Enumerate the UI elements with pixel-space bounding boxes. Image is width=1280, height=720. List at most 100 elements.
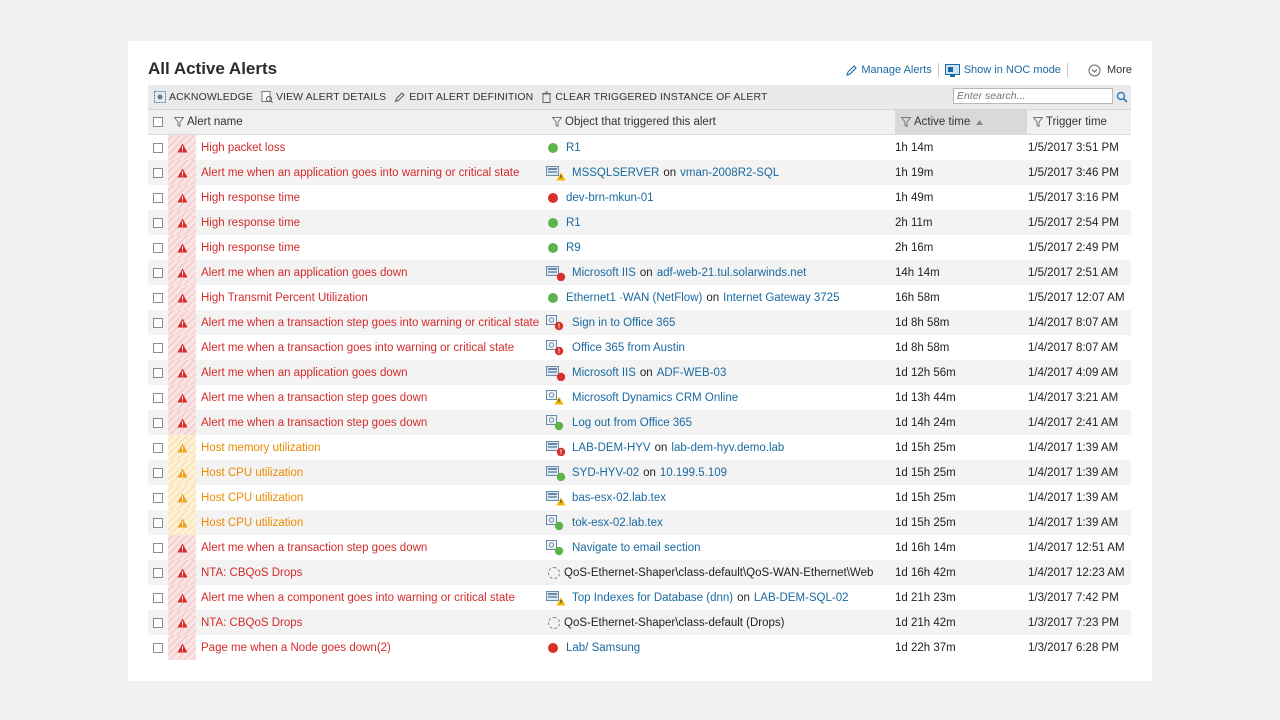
table-row[interactable]: High response time dev-brn-mkun-01 1h 49m 1…	[148, 185, 1131, 210]
row-checkbox[interactable]	[153, 517, 163, 528]
triggering-object-link[interactable]: R1	[566, 216, 581, 229]
row-checkbox[interactable]	[153, 192, 163, 203]
table-row[interactable]: Alert me when a transaction step goes in…	[148, 310, 1131, 335]
alert-name-link[interactable]: High response time	[201, 216, 301, 229]
manage-alerts-link[interactable]: Manage Alerts	[845, 64, 932, 77]
row-checkbox[interactable]	[153, 142, 163, 153]
table-row[interactable]: Host CPU utilization bas-esx-02.lab.tex 1d…	[148, 485, 1131, 510]
table-row[interactable]: Alert me when an application goes into w…	[148, 160, 1131, 185]
parent-node-link[interactable]: Internet Gateway 3725	[723, 291, 840, 304]
row-checkbox[interactable]	[153, 367, 163, 378]
row-checkbox[interactable]	[153, 417, 163, 428]
triggering-object-link[interactable]: Navigate to email section	[572, 541, 701, 554]
triggering-object-link[interactable]: SYD-HYV-02	[572, 466, 640, 479]
triggering-object-link[interactable]: Office 365 from Austin	[572, 341, 685, 354]
triggering-object-link[interactable]: R9	[566, 241, 581, 254]
row-checkbox[interactable]	[153, 392, 163, 403]
row-checkbox[interactable]	[153, 492, 163, 503]
alert-name-link[interactable]: Alert me when a transaction step goes do…	[201, 416, 428, 429]
triggering-object-link[interactable]: MSSQLSERVER	[572, 166, 660, 179]
table-row[interactable]: NTA: CBQoS Drops QoS-Ethernet-Shaper\clas…	[148, 610, 1131, 635]
alert-name-link[interactable]: Host CPU utilization	[201, 516, 304, 529]
row-checkbox[interactable]	[153, 542, 163, 553]
show-noc-link[interactable]: Show in NOC mode	[944, 63, 1061, 77]
triggering-object-link[interactable]: Ethernet1 ·WAN (NetFlow)	[566, 291, 703, 304]
alert-name-link[interactable]: High response time	[201, 241, 301, 254]
table-row[interactable]: Host CPU utilization tok-esx-02.lab.tex 1d…	[148, 510, 1131, 535]
alert-name-link[interactable]: Alert me when a transaction step goes do…	[201, 391, 428, 404]
row-checkbox[interactable]	[153, 342, 163, 353]
triggering-object-link[interactable]: Microsoft IIS	[572, 266, 636, 279]
table-row[interactable]: Alert me when an application goes down Mi…	[148, 260, 1131, 285]
row-checkbox[interactable]	[153, 642, 163, 653]
search-input[interactable]	[953, 88, 1113, 104]
triggering-object-link[interactable]: R1	[566, 141, 581, 154]
alert-name-link[interactable]: Alert me when a transaction goes into wa…	[201, 341, 515, 354]
alert-name-link[interactable]: Host CPU utilization	[201, 491, 304, 504]
parent-node-link[interactable]: adf-web-21.tul.solarwinds.net	[656, 266, 807, 279]
alert-name-link[interactable]: Alert me when a transaction step goes in…	[201, 316, 540, 329]
triggering-object-link[interactable]: Sign in to Office 365	[572, 316, 676, 329]
alert-name-link[interactable]: High Transmit Percent Utilization	[201, 291, 368, 304]
table-row[interactable]: High response time R9 2h 16m 1/5/2017 2:49 …	[148, 235, 1131, 260]
triggering-object-link[interactable]: Lab/ Samsung	[566, 641, 641, 654]
column-active-time[interactable]: Active time	[895, 110, 1027, 134]
row-checkbox[interactable]	[153, 617, 163, 628]
table-row[interactable]: Alert me when a component goes into warn…	[148, 585, 1131, 610]
triggering-object-link[interactable]: Microsoft IIS	[572, 366, 636, 379]
alert-name-link[interactable]: Host memory utilization	[201, 441, 321, 454]
parent-node-link[interactable]: lab-dem-hyv.demo.lab	[671, 441, 785, 454]
select-all-checkbox[interactable]	[153, 117, 163, 127]
table-row[interactable]: High Transmit Percent Utilization Etherne…	[148, 285, 1131, 310]
alert-name-link[interactable]: Alert me when a transaction step goes do…	[201, 541, 428, 554]
alert-name-link[interactable]: NTA: CBQoS Drops	[201, 616, 303, 629]
parent-node-link[interactable]: vman-2008R2-SQL	[680, 166, 780, 179]
table-row[interactable]: Page me when a Node goes down(2) Lab/ Sam…	[148, 635, 1131, 660]
view-alert-details-button[interactable]: VIEW ALERT DETAILS	[261, 91, 386, 103]
row-checkbox[interactable]	[153, 167, 163, 178]
column-trigger-time[interactable]: Trigger time	[1033, 116, 1107, 128]
parent-node-link[interactable]: LAB-DEM-SQL-02	[753, 591, 849, 604]
edit-alert-definition-button[interactable]: EDIT ALERT DEFINITION	[394, 91, 533, 103]
table-row[interactable]: Alert me when a transaction goes into wa…	[148, 335, 1131, 360]
row-checkbox[interactable]	[153, 292, 163, 303]
triggering-object-link[interactable]: Log out from Office 365	[572, 416, 692, 429]
table-row[interactable]: High packet loss R1 1h 14m 1/5/2017 3:51 PM	[148, 135, 1131, 160]
table-row[interactable]: Host CPU utilization SYD-HYV-02 on 10.199.5…	[148, 460, 1131, 485]
table-row[interactable]: Alert me when a transaction step goes do…	[148, 410, 1131, 435]
alert-name-link[interactable]: Alert me when a component goes into warn…	[201, 591, 515, 604]
alert-name-link[interactable]: Page me when a Node goes down(2)	[201, 641, 391, 654]
table-row[interactable]: Alert me when an application goes down Mi…	[148, 360, 1131, 385]
table-row[interactable]: Alert me when a transaction step goes do…	[148, 385, 1131, 410]
table-row[interactable]: High response time R1 2h 11m 1/5/2017 2:54 …	[148, 210, 1131, 235]
clear-triggered-instance-button[interactable]: CLEAR TRIGGERED INSTANCE OF ALERT	[541, 91, 767, 103]
row-checkbox[interactable]	[153, 442, 163, 453]
alert-name-link[interactable]: Alert me when an application goes into w…	[201, 166, 520, 179]
triggering-object-link[interactable]: bas-esx-02.lab.tex	[572, 491, 666, 504]
column-alert-name[interactable]: Alert name	[174, 116, 243, 128]
acknowledge-button[interactable]: ACKNOWLEDGE	[154, 91, 253, 103]
parent-node-link[interactable]: 10.199.5.109	[659, 466, 728, 479]
triggering-object-link[interactable]: Top Indexes for Database (dnn)	[572, 591, 734, 604]
row-checkbox[interactable]	[153, 592, 163, 603]
alert-name-link[interactable]: NTA: CBQoS Drops	[201, 566, 303, 579]
table-row[interactable]: Alert me when a transaction step goes do…	[148, 535, 1131, 560]
parent-node-link[interactable]: ADF-WEB-03	[656, 366, 727, 379]
row-checkbox[interactable]	[153, 242, 163, 253]
triggering-object-link[interactable]: LAB-DEM-HYV	[572, 441, 651, 454]
alert-name-link[interactable]: Alert me when an application goes down	[201, 366, 408, 379]
row-checkbox[interactable]	[153, 567, 163, 578]
more-menu[interactable]: More	[1088, 64, 1132, 77]
alert-name-link[interactable]: Alert me when an application goes down	[201, 266, 408, 279]
column-object[interactable]: Object that triggered this alert	[552, 116, 716, 128]
table-row[interactable]: NTA: CBQoS Drops QoS-Ethernet-Shaper\clas…	[148, 560, 1131, 585]
row-checkbox[interactable]	[153, 217, 163, 228]
alert-name-link[interactable]: Host CPU utilization	[201, 466, 304, 479]
row-checkbox[interactable]	[153, 467, 163, 478]
search-button[interactable]	[1114, 89, 1129, 104]
row-checkbox[interactable]	[153, 317, 163, 328]
row-checkbox[interactable]	[153, 267, 163, 278]
triggering-object-link[interactable]: dev-brn-mkun-01	[566, 191, 654, 204]
triggering-object-link[interactable]: Microsoft Dynamics CRM Online	[572, 391, 739, 404]
alert-name-link[interactable]: High packet loss	[201, 141, 286, 154]
